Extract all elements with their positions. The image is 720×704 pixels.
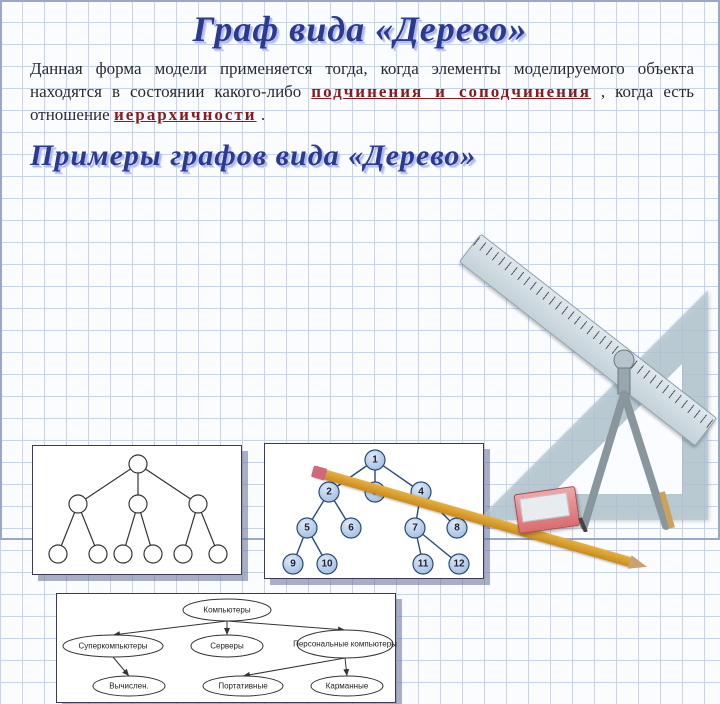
compass-icon (554, 342, 694, 532)
svg-text:10: 10 (321, 558, 333, 569)
tree-panel-categories: Компьютеры Суперкомпьютеры Серверы Персонал… (56, 593, 396, 703)
svg-text:Компьютеры: Компьютеры (203, 605, 250, 614)
examples-subtitle: Примеры графов вида «Дерево» (2, 135, 718, 175)
svg-text:6: 6 (348, 522, 354, 533)
intro-paragraph: Данная форма модели применяется тогда, к… (2, 52, 718, 135)
svg-text:2: 2 (326, 486, 332, 497)
svg-text:9: 9 (290, 558, 296, 569)
page-title: Граф вида «Дерево» (2, 2, 718, 52)
svg-text:8: 8 (454, 522, 460, 533)
svg-text:Серверы: Серверы (210, 641, 244, 650)
para-text-3: . (261, 105, 265, 124)
svg-text:Портативные: Портативные (218, 681, 268, 690)
highlight-2: иерархичности (114, 105, 257, 124)
tree-panel-simple (32, 445, 242, 575)
highlight-1: подчинения и соподчинения (311, 82, 591, 101)
svg-text:1: 1 (372, 454, 378, 465)
svg-text:5: 5 (304, 522, 310, 533)
svg-text:Карманные: Карманные (326, 681, 369, 690)
svg-text:Персональные компьютеры: Персональные компьютеры (293, 639, 397, 648)
svg-text:12: 12 (453, 558, 465, 569)
svg-text:7: 7 (412, 522, 418, 533)
svg-text:11: 11 (418, 558, 429, 569)
svg-text:Суперкомпьютеры: Суперкомпьютеры (78, 641, 147, 650)
svg-text:Вычислен.: Вычислен. (109, 681, 148, 690)
